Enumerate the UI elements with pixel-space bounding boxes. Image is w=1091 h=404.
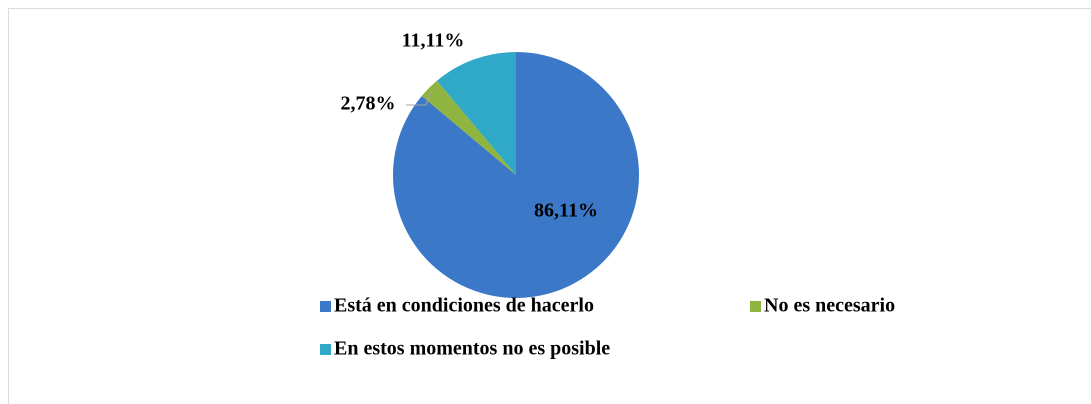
pie-slice [436,52,516,175]
legend-swatch [320,344,331,355]
pie-slice [421,80,516,175]
legend-swatch [750,301,761,312]
legend-label: No es necesario [764,295,895,317]
data-label: 11,11% [402,30,465,52]
data-label: 86,11% [534,200,598,222]
data-label: 2,78% [341,93,396,115]
legend-label: En estos momentos no es posible [334,338,610,360]
frame [8,8,1091,404]
leader-line [406,90,433,106]
legend-swatch [320,301,331,312]
pie-slice [392,52,639,299]
legend-label: Está en condiciones de hacerlo [334,295,594,317]
